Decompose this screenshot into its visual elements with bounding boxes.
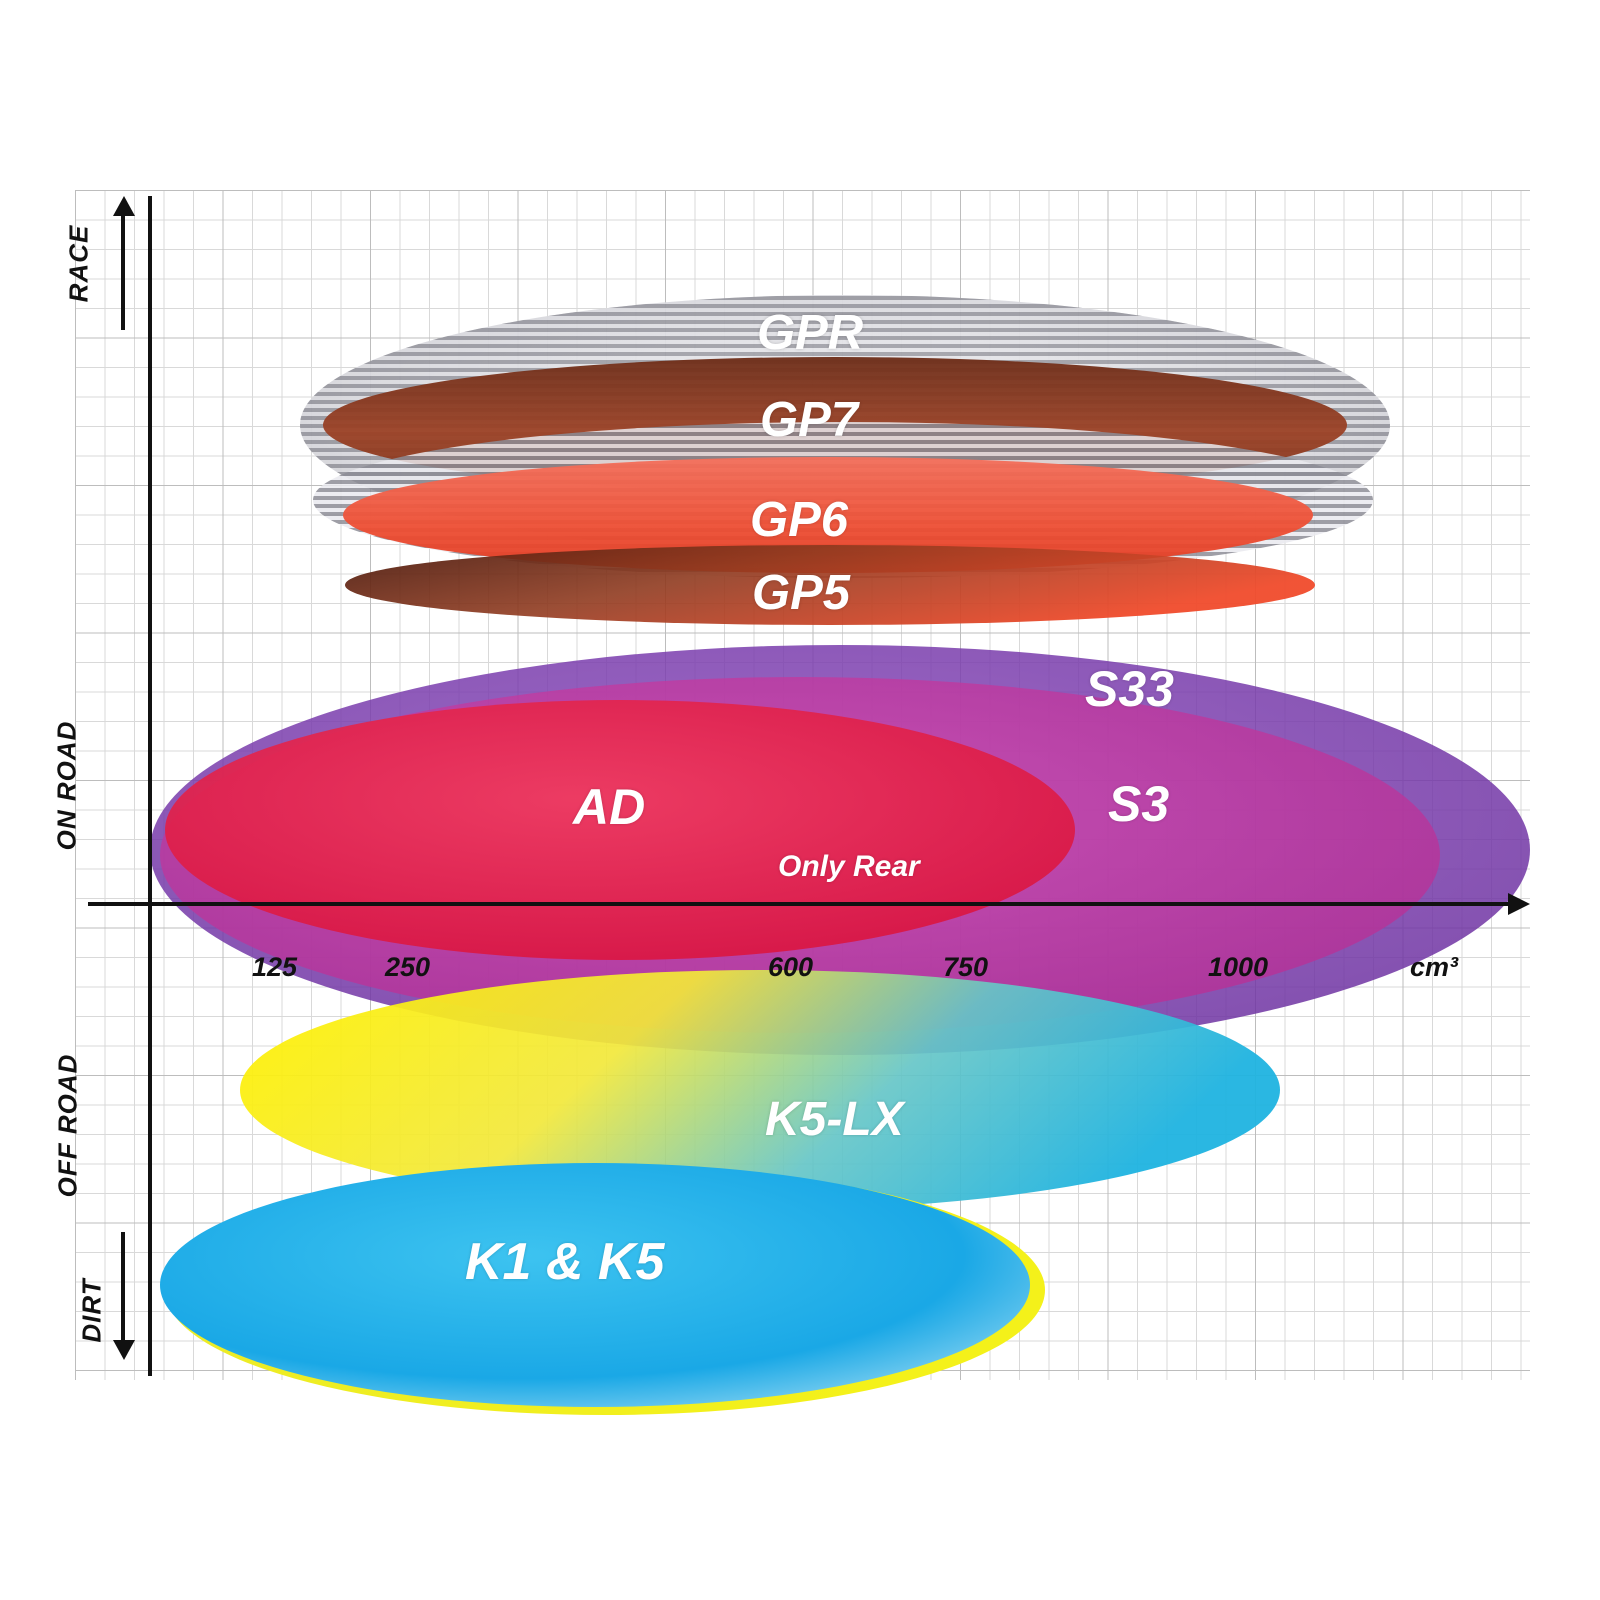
series-label-k1k5: K1 & K5 <box>465 1233 665 1291</box>
axis-arrow-up-stem <box>121 210 125 330</box>
series-label-s3: S3 <box>1108 776 1170 832</box>
x-tick-250: 250 <box>385 952 431 982</box>
series-label-ad: AD <box>573 779 646 835</box>
y-category-race: RACE <box>63 224 94 303</box>
x-tick-750: 750 <box>943 952 989 982</box>
ellipse-k1k5 <box>160 1163 1030 1407</box>
y-category-on-road: ON ROAD <box>51 720 82 851</box>
x-tick-600: 600 <box>768 952 814 982</box>
ellipse-gp6 <box>343 457 1313 573</box>
series-label-gpr: GPR <box>757 306 864 360</box>
x-axis-unit-label: cm³ <box>1410 952 1459 982</box>
series-label-gp5: GP5 <box>752 566 851 620</box>
series-label-s33: S33 <box>1085 661 1174 717</box>
x-axis-line <box>88 902 1518 906</box>
axis-arrow-right-icon <box>1508 893 1530 915</box>
series-label-k5lx: K5-LX <box>765 1093 904 1146</box>
annotation-only-rear: Only Rear <box>778 850 920 883</box>
series-label-gp7: GP7 <box>760 393 859 447</box>
ellipse-gp5 <box>345 545 1315 625</box>
y-category-dirt: DIRT <box>76 1278 107 1343</box>
series-label-gp6: GP6 <box>750 493 849 547</box>
x-tick-125: 125 <box>252 952 298 982</box>
ellipse-ad <box>165 700 1075 960</box>
axis-arrow-down-icon <box>113 1340 135 1360</box>
axis-arrow-up-icon <box>113 196 135 216</box>
axis-arrow-down-stem <box>121 1232 125 1344</box>
ellipse-k5lx <box>240 970 1280 1210</box>
y-category-off-road: OFF ROAD <box>52 1053 83 1198</box>
y-axis-line <box>148 196 152 1376</box>
x-tick-1000: 1000 <box>1208 952 1269 982</box>
